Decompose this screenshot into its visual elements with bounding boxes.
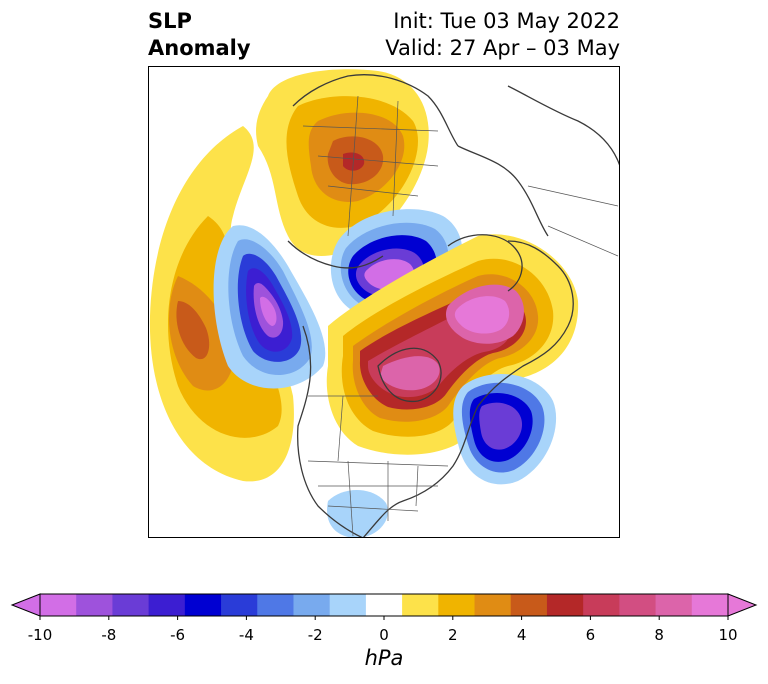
colorbar-label: hPa (364, 646, 404, 670)
negative-anomaly-gulf-of-alaska (213, 225, 326, 389)
colorbar-bin (546, 594, 584, 616)
anomaly-map (148, 66, 620, 538)
colorbar-tick-label: -10 (27, 626, 53, 644)
colorbar-bin (76, 594, 113, 616)
colorbar-bin (691, 594, 729, 616)
colorbar-bin (365, 594, 403, 616)
colorbar-tick-label: -4 (238, 626, 254, 644)
colorbar-graphic (10, 593, 758, 620)
colorbar-tick-label: -6 (170, 626, 186, 644)
political-borders (302, 95, 619, 537)
chart-subtitle: Init: Tue 03 May 2022 Valid: 27 Apr – 03… (385, 8, 620, 62)
title-line-1: SLP (148, 9, 192, 33)
colorbar-tick-label: -2 (307, 626, 323, 644)
colorbar-bin (619, 594, 657, 616)
colorbar-bin (221, 594, 258, 616)
colorbar-bin (257, 594, 294, 616)
positive-anomaly-siberia (256, 69, 429, 256)
colorbar-extend-under (10, 593, 41, 617)
init-date: Init: Tue 03 May 2022 (393, 9, 620, 33)
colorbar-tick-label: 0 (379, 626, 389, 644)
negative-anomaly-northwest-atlantic (453, 374, 557, 485)
colorbar-tick-label: 6 (585, 626, 596, 644)
colorbar-bin (112, 594, 150, 616)
colorbar-bin (40, 594, 77, 616)
colorbar-tick-label: 8 (654, 626, 664, 644)
colorbar-tick-label: 10 (718, 626, 738, 644)
colorbar (10, 590, 758, 620)
colorbar-extend-over (727, 593, 758, 617)
chart-title: SLP Anomaly (148, 8, 251, 62)
colorbar-bin (184, 594, 222, 616)
colorbar-bin (655, 594, 693, 616)
colorbar-bin (438, 594, 476, 616)
colorbar-bin (474, 594, 512, 616)
positive-anomaly-canada-greenland (326, 234, 579, 455)
colorbar-bin (293, 594, 331, 616)
colorbar-tick-label: -8 (101, 626, 117, 644)
title-line-2: Anomaly (148, 36, 251, 60)
map-panel (148, 66, 620, 538)
negative-anomaly-arctic (330, 209, 463, 320)
colorbar-tick-label: 2 (448, 626, 458, 644)
colorbar-bin (402, 594, 439, 616)
coastlines (287, 74, 620, 538)
colorbar-bin (148, 594, 186, 616)
map-border (148, 66, 620, 538)
colorbar-bin (510, 594, 548, 616)
colorbar-bin (329, 594, 367, 616)
valid-range: Valid: 27 Apr – 03 May (385, 36, 620, 60)
colorbar-tick-label: 4 (516, 626, 527, 644)
colorbar-bin (583, 594, 620, 616)
